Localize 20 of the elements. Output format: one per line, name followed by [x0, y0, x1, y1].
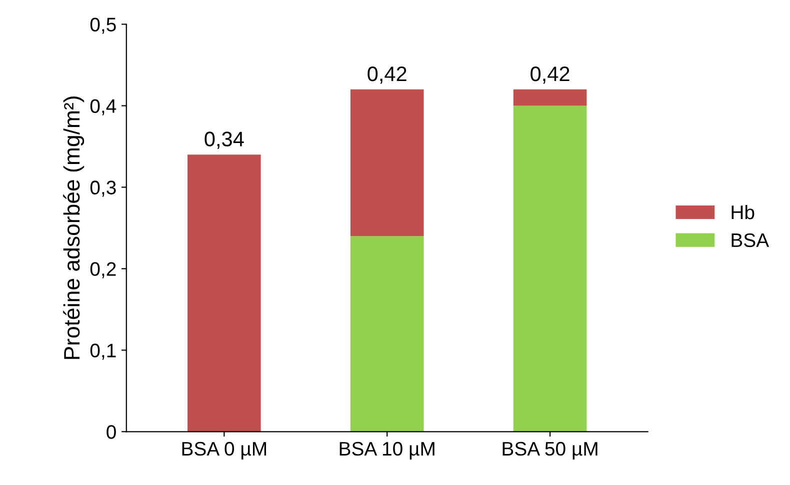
y-tick-label: 0 [106, 425, 116, 439]
x-tick-label: BSA 50 µM [502, 442, 598, 460]
y-tick-label: 0,4 [90, 99, 116, 116]
y-tick-label: 0,3 [90, 180, 116, 197]
bar [350, 236, 424, 432]
y-axis-title: Protéine adsorbée (mg/m²) [63, 96, 84, 359]
legend-label: BSA [732, 233, 770, 248]
legend-label: Hb [732, 204, 754, 220]
x-tick-label: BSA 0 µM [182, 442, 266, 460]
bar [188, 154, 261, 432]
total-label: 0,42 [530, 66, 570, 84]
bar [513, 106, 587, 432]
y-tick-label: 0,5 [90, 18, 116, 34]
x-tick-label: BSA 10 µM [340, 442, 434, 460]
y-tick-label: 0,2 [90, 262, 116, 278]
total-label: 0,34 [204, 132, 244, 149]
y-tick-label: 0,1 [90, 344, 116, 360]
total-label: 0,42 [368, 66, 406, 84]
bar [513, 89, 587, 106]
bar [350, 89, 424, 236]
